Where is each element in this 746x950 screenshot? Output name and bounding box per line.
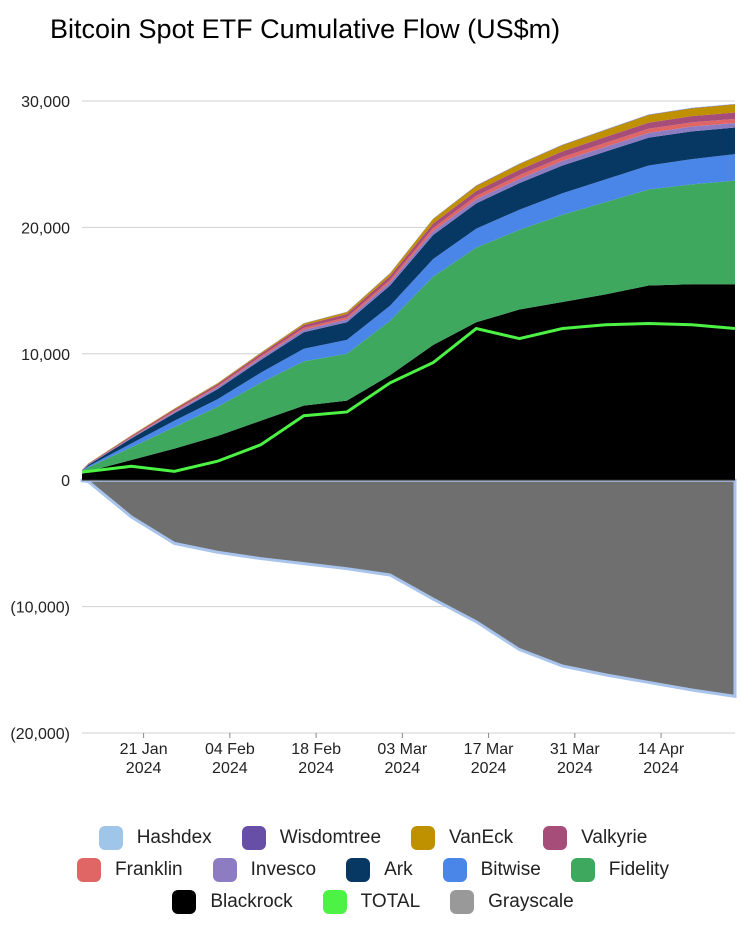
legend-swatch bbox=[212, 858, 237, 882]
legend-swatch bbox=[442, 858, 467, 882]
legend-item: Wisdomtree bbox=[241, 826, 382, 850]
legend-label: Wisdomtree bbox=[279, 827, 382, 848]
legend-swatch bbox=[77, 858, 102, 882]
legend-row: Blackrock TOTAL Grayscale bbox=[0, 890, 746, 914]
area bbox=[82, 127, 735, 471]
legend-label: Invesco bbox=[250, 859, 317, 880]
legend-row: Hashdex Wisdomtree VanEck Valkyrie bbox=[0, 826, 746, 850]
legend-swatch bbox=[570, 858, 595, 882]
legend-item: Blackrock bbox=[172, 890, 293, 914]
legend-label: TOTAL bbox=[360, 891, 421, 912]
chart-title: Bitcoin Spot ETF Cumulative Flow (US$m) bbox=[50, 14, 560, 44]
legend-row: Franklin Invesco Ark Bitwise Fidelity bbox=[0, 858, 746, 882]
legend-item: Valkyrie bbox=[543, 826, 647, 850]
legend-swatch bbox=[450, 890, 475, 914]
area bbox=[80, 478, 737, 699]
legend-item: Fidelity bbox=[570, 858, 669, 882]
x-tick-label: 17 Mar 2024 bbox=[463, 741, 514, 777]
y-tick-label: 0 bbox=[61, 473, 70, 490]
legend-swatch bbox=[241, 826, 266, 850]
legend-label: Fidelity bbox=[608, 859, 669, 880]
legend-item: VanEck bbox=[411, 826, 513, 850]
area bbox=[82, 180, 735, 474]
y-tick-label: (20,000) bbox=[10, 726, 70, 743]
x-tick-label: 03 Mar 2024 bbox=[377, 741, 428, 777]
legend-item: Franklin bbox=[77, 858, 183, 882]
legend-label: Franklin bbox=[115, 859, 183, 880]
legend-label: Hashdex bbox=[136, 827, 212, 848]
y-tick-label: 30,000 bbox=[21, 94, 70, 111]
x-tick-label: 04 Feb 2024 bbox=[204, 741, 255, 777]
legend-swatch bbox=[411, 826, 436, 850]
legend-item: Bitwise bbox=[442, 858, 541, 882]
y-tick-label: 20,000 bbox=[21, 220, 70, 237]
area bbox=[82, 284, 735, 481]
legend-label: Valkyrie bbox=[581, 827, 648, 848]
total-line bbox=[81, 321, 736, 474]
legend-label: VanEck bbox=[449, 827, 514, 848]
legend-item: Hashdex bbox=[98, 826, 212, 850]
legend-item: Grayscale bbox=[450, 890, 574, 914]
chart: Bitcoin Spot ETF Cumulative Flow (US$m) … bbox=[10, 14, 737, 743]
legend-label: Grayscale bbox=[488, 891, 574, 912]
x-tick-label: 31 Mar 2024 bbox=[549, 741, 600, 777]
legend-item: Ark bbox=[346, 858, 413, 882]
legend-swatch bbox=[98, 826, 123, 850]
legend-label: Bitwise bbox=[480, 859, 541, 880]
legend-swatch bbox=[543, 826, 568, 850]
y-tick-label: (10,000) bbox=[10, 600, 70, 617]
legend-swatch bbox=[172, 890, 197, 914]
x-tick-label: 14 Apr 2024 bbox=[637, 741, 685, 777]
legend-label: Ark bbox=[384, 859, 413, 880]
x-tick-label: 18 Feb 2024 bbox=[291, 741, 341, 777]
legend-swatch bbox=[322, 890, 347, 914]
y-tick-label: 10,000 bbox=[21, 347, 70, 364]
area bbox=[82, 154, 735, 472]
legend-swatch bbox=[346, 858, 371, 882]
x-tick-label: 21 Jan 2024 bbox=[119, 741, 168, 777]
legend-label: Blackrock bbox=[210, 891, 293, 912]
legend-item: Invesco bbox=[212, 858, 317, 882]
legend-item: TOTAL bbox=[322, 890, 421, 914]
